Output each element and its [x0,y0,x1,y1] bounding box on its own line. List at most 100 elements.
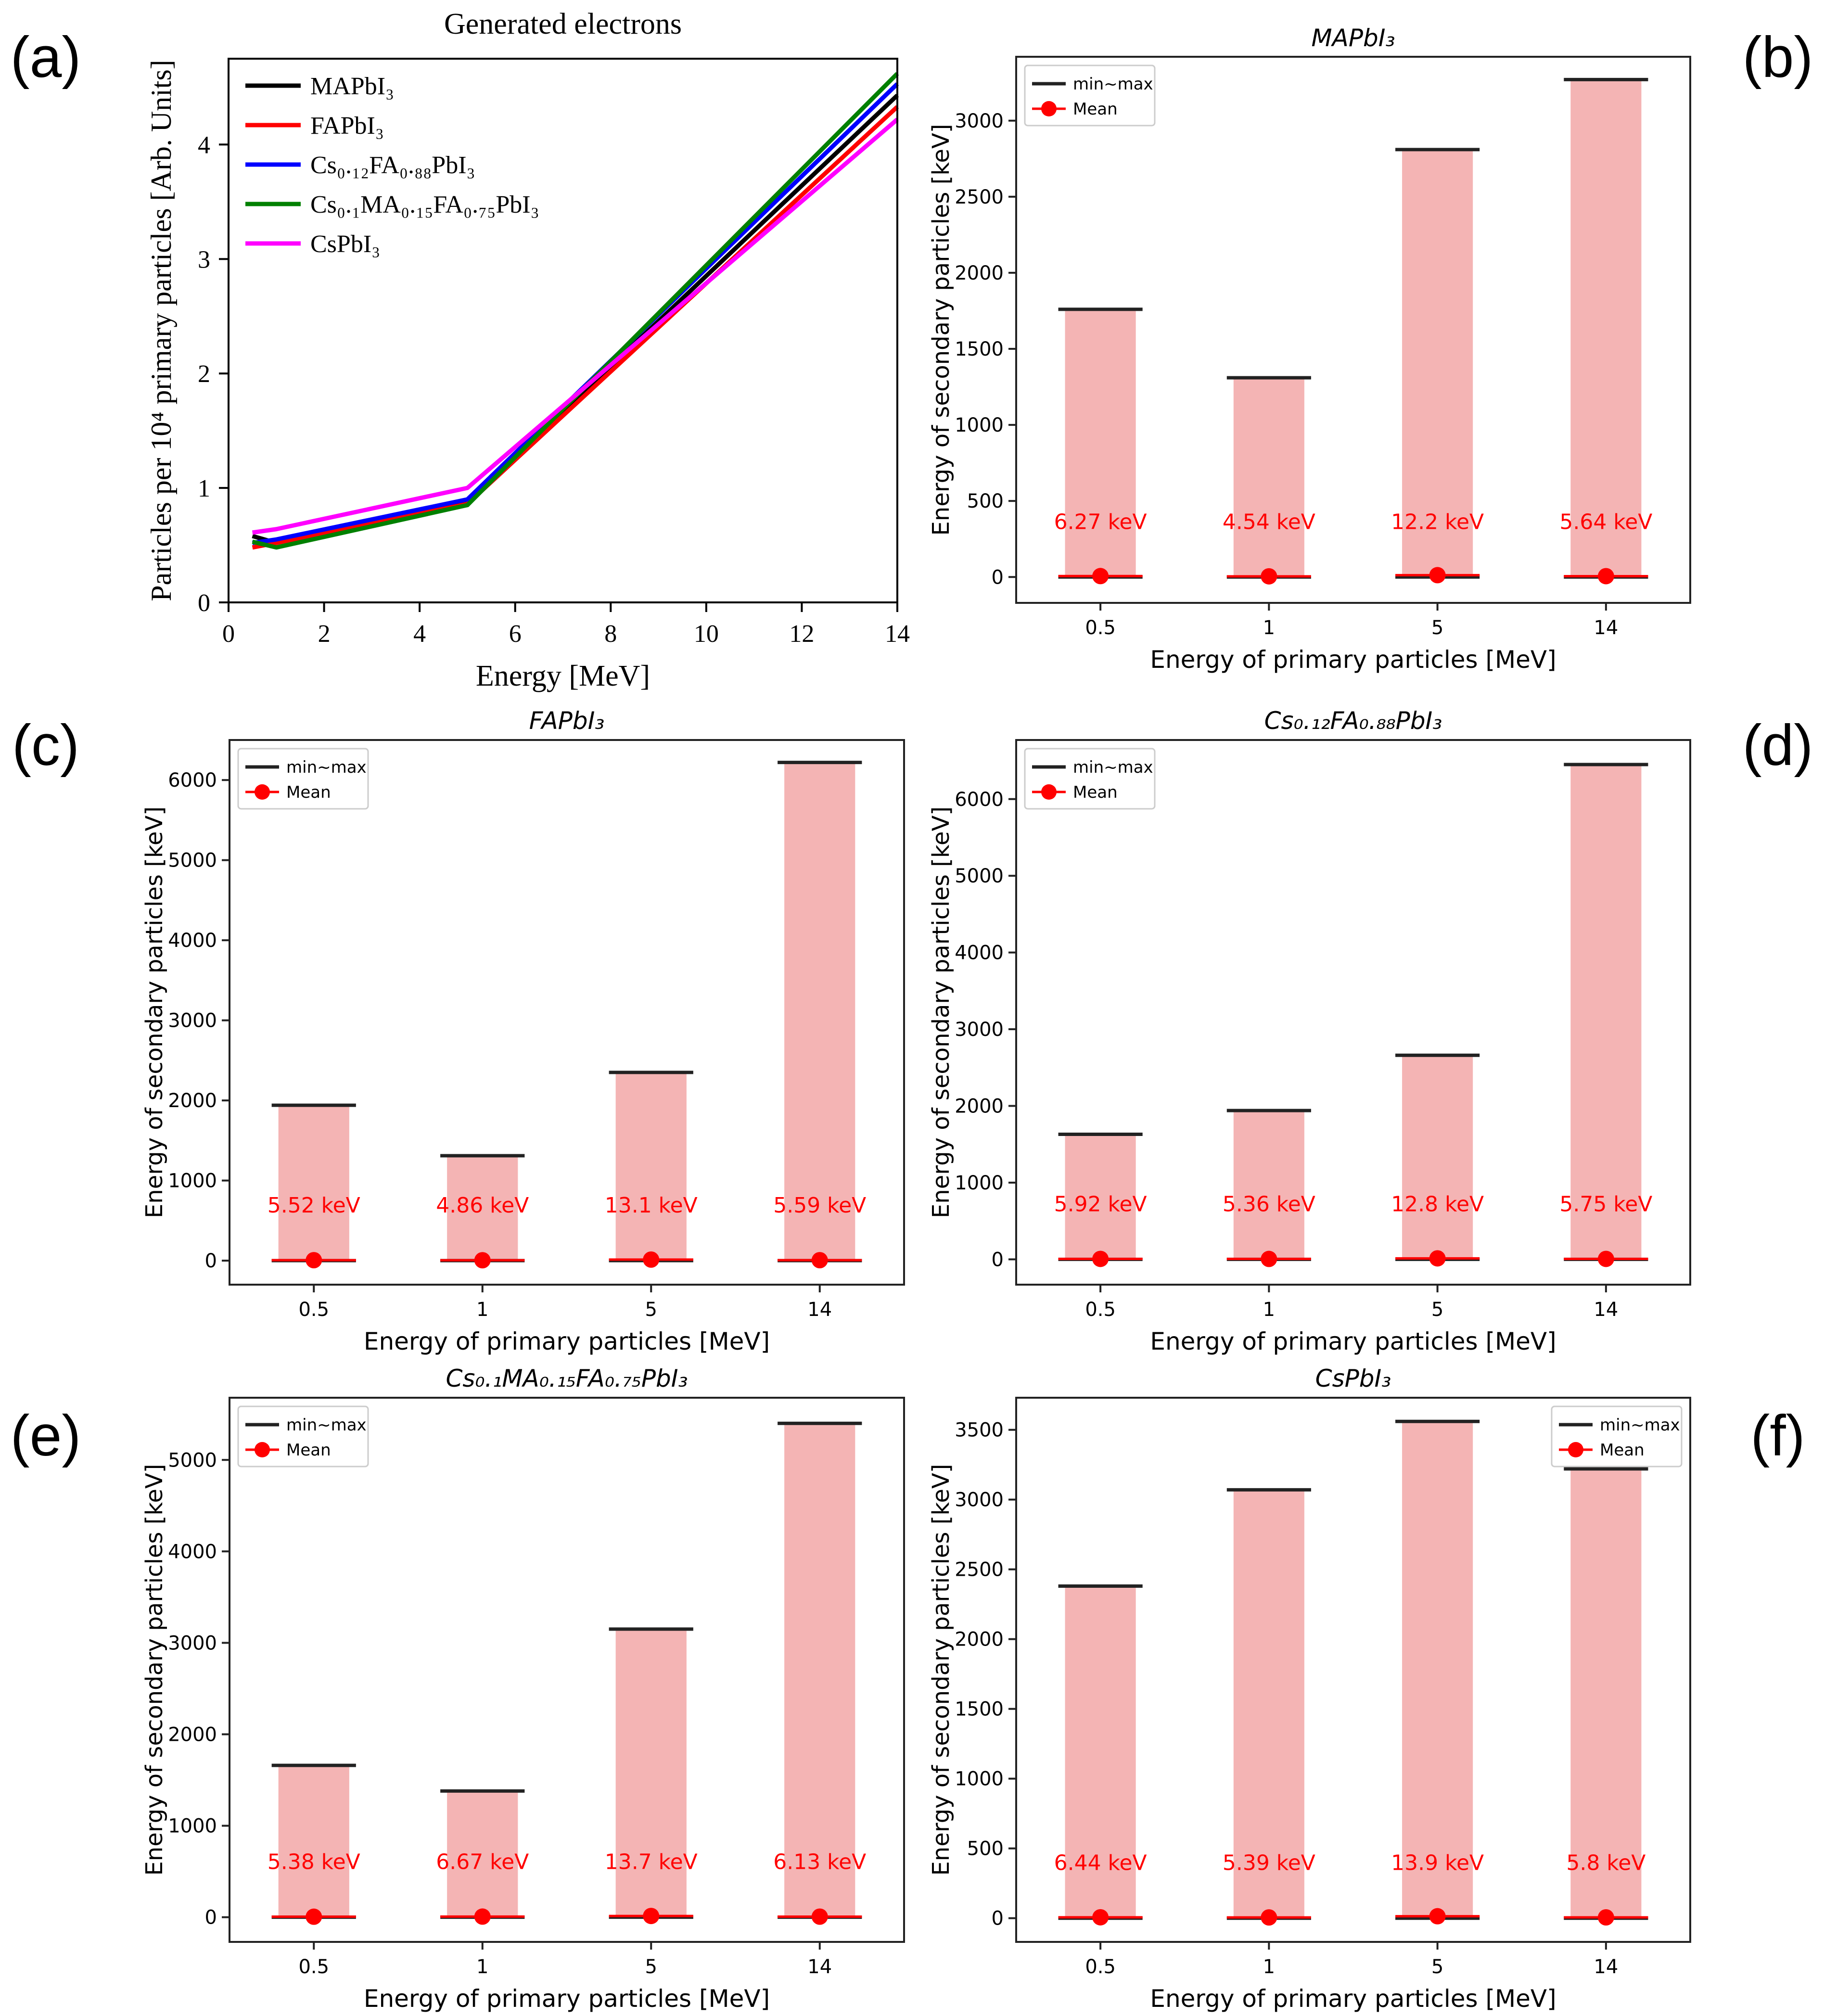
chart-c: FAPbI₃ 5.52 keV 4.86 keV 13.1 keV 5.59 keV 0.… [141,707,905,1355]
range-bar [1065,1586,1136,1918]
mean-marker [1261,568,1277,585]
x-tick-label: 14 [807,1299,832,1321]
y-tick-label: 3 [198,246,210,273]
y-tick-label: 5000 [168,1449,217,1471]
range-bar [1233,1110,1304,1260]
chart-f-title: CsPbI₃ [1315,1365,1391,1392]
x-tick-label: 14 [885,620,910,648]
legend-label: min~max [1073,75,1153,94]
plot-frame [229,739,905,1286]
y-tick-label: 2500 [955,1559,1004,1581]
x-tick-label: 1 [476,1299,488,1321]
y-tick-label: 4 [198,131,210,159]
y-tick-label: 2000 [955,262,1004,284]
mean-marker [811,1908,828,1925]
plot-frame [1015,739,1691,1286]
legend-swatch-mean-marker [1041,101,1057,116]
mean-label: 5.52 keV [268,1193,360,1218]
mean-label: 6.13 keV [773,1850,866,1875]
mean-label: 5.59 keV [773,1193,866,1218]
y-tick-label: 2000 [955,1096,1004,1118]
mean-marker [1597,1909,1614,1926]
legend-label: Mean [1073,783,1118,802]
mean-label: 4.86 keV [436,1193,529,1218]
y-axis-label: Energy of secondary particles [keV] [141,1464,168,1876]
x-tick-label: 2 [318,620,331,648]
y-tick-label: 2000 [955,1629,1004,1651]
range-bar [1570,1468,1642,1918]
mean-marker [1092,1250,1109,1267]
x-tick-label: 1 [1263,1956,1275,1978]
y-axis-label: Energy of secondary particles [keV] [141,806,168,1218]
mean-label: 4.54 keV [1223,510,1315,534]
y-tick-label: 4000 [168,930,217,952]
y-tick-label: 1000 [955,1768,1004,1790]
y-tick-label: 0 [205,1250,217,1272]
y-tick-label: 3000 [168,1632,217,1654]
y-tick-label: 1000 [168,1815,217,1837]
mean-label: 13.9 keV [1391,1851,1484,1876]
y-tick-label: 500 [967,490,1004,512]
mean-label: 5.38 keV [268,1850,360,1875]
x-tick-label: 0.5 [1085,617,1116,639]
x-tick-label: 10 [694,620,719,648]
legend-box [237,1405,369,1467]
y-tick-label: 3000 [955,1019,1004,1041]
y-tick-label: 0 [205,1907,217,1929]
chart-b: MAPbI₃ 6.27 keV 4.54 keV 12.2 keV 5.64 keV 0.… [928,24,1691,674]
y-tick-label: 500 [967,1838,1004,1860]
chart-e: Cs₀.₁MA₀.₁₅FA₀.₇₅PbI₃ 5.38 keV 6.67 keV 13.… [141,1365,905,2013]
mean-label: 13.7 keV [605,1850,698,1875]
legend-label: Mean [286,1441,331,1460]
y-tick-label: 5000 [955,865,1004,887]
legend-label: Cs₀.₁MA₀.₁₅FA₀.₇₅PbI₃ [310,191,539,218]
y-tick-label: 1000 [955,414,1004,436]
mean-marker [1261,1909,1277,1926]
range-bar [1402,149,1473,577]
mean-label: 5.92 keV [1054,1192,1147,1216]
range-bar [1065,1134,1136,1260]
x-tick-label: 1 [1263,1299,1275,1321]
mean-marker [1429,1250,1446,1267]
range-bar [447,1155,518,1261]
legend-label: MAPbI₃ [310,73,394,100]
y-tick-label: 1000 [955,1172,1004,1194]
mean-label: 6.44 keV [1054,1851,1147,1876]
x-tick-label: 4 [413,620,426,648]
legend-label: Cs₀.₁₂FA₀.₈₈PbI₃ [310,152,475,179]
chart-c-title: FAPbI₃ [529,707,605,735]
range-bar [784,762,855,1261]
x-axis-label: Energy [MeV] [476,660,650,692]
panel-label-c: (c) [12,713,79,778]
series-line-4 [252,117,899,535]
plot-frame [1015,1397,1691,1943]
mean-marker [643,1908,660,1925]
legend-box [1024,748,1156,810]
legend-box [1024,64,1156,127]
mean-label: 6.27 keV [1054,510,1147,534]
mean-marker [1261,1250,1277,1267]
mean-marker [474,1908,491,1925]
y-tick-label: 1000 [168,1170,217,1192]
y-tick-label: 4000 [955,942,1004,964]
x-tick-label: 5 [1431,617,1443,639]
x-tick-label: 0.5 [1085,1956,1116,1978]
series-line-3 [252,72,899,550]
x-tick-label: 6 [509,620,522,648]
mean-label: 5.36 keV [1223,1192,1315,1216]
y-tick-label: 0 [992,1908,1004,1930]
y-tick-label: 2000 [168,1090,217,1112]
y-tick-label: 3500 [955,1419,1004,1442]
legend-label: min~max [286,1416,367,1435]
y-tick-label: 0 [992,1249,1004,1271]
mean-marker [474,1252,491,1269]
mean-label: 5.64 keV [1559,510,1652,534]
range-bar [278,1765,349,1917]
mean-marker [1092,1909,1109,1926]
mean-label: 6.67 keV [436,1850,529,1875]
chart-b-title: MAPbI₃ [1311,24,1395,52]
chart-f: CsPbI₃ 6.44 keV 5.39 keV 13.9 keV 5.8 keV 0.5… [928,1365,1691,2013]
legend-swatch-mean-marker [255,1442,270,1457]
x-tick-label: 1 [1263,617,1275,639]
